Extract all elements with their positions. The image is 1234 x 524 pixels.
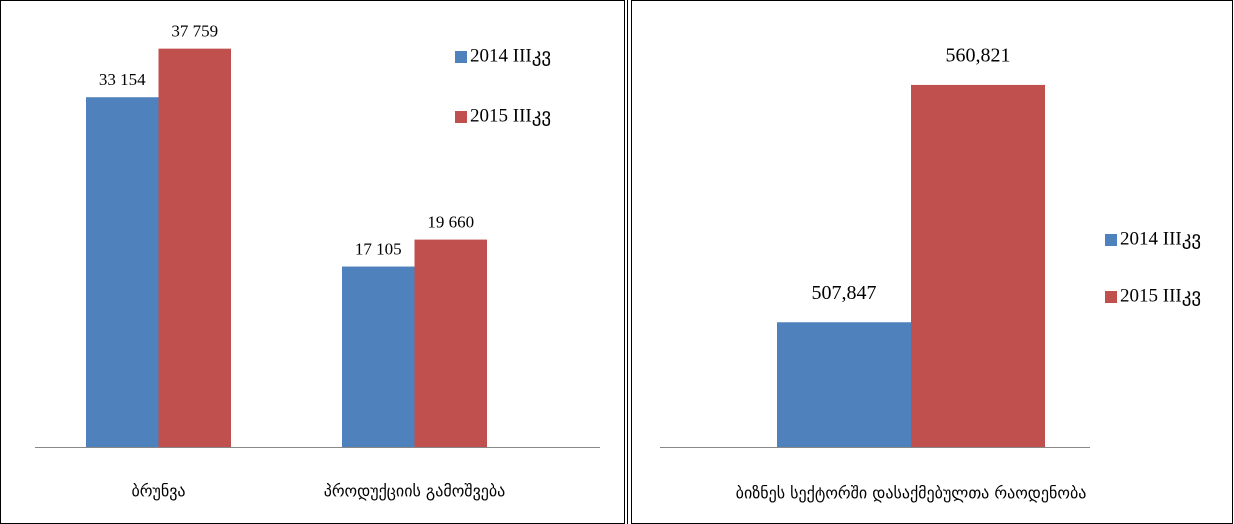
- bar: [414, 239, 487, 447]
- legend-swatch: [455, 111, 467, 123]
- value-label: 17 105: [355, 239, 402, 258]
- legend-swatch: [1105, 234, 1117, 246]
- x-tick-label: ბიზნეს სექტორში დასაქმებულთა რაოდენობა: [736, 484, 1087, 503]
- legend-swatch: [1105, 291, 1117, 303]
- value-label: 33 154: [99, 70, 146, 89]
- legend-label: 2015 IIIკვ: [470, 105, 551, 126]
- bar: [158, 48, 231, 448]
- legend-label: 2014 IIIკვ: [470, 45, 551, 66]
- x-tick-label: პროდუქციის გამოშვება: [324, 482, 506, 501]
- x-tick-label: ბრუნვა: [131, 482, 185, 501]
- bar: [911, 84, 1045, 447]
- value-label: 19 660: [427, 212, 474, 231]
- bar: [777, 322, 911, 447]
- legend-swatch: [455, 51, 467, 63]
- bar: [342, 266, 415, 447]
- bar: [86, 97, 159, 447]
- value-label: 560,821: [946, 45, 1011, 67]
- legend-label: 2014 IIIკვ: [1120, 228, 1201, 249]
- value-label: 37 759: [171, 22, 218, 41]
- value-label: 507,847: [812, 282, 877, 304]
- legend-label: 2015 IIIკვ: [1120, 285, 1201, 306]
